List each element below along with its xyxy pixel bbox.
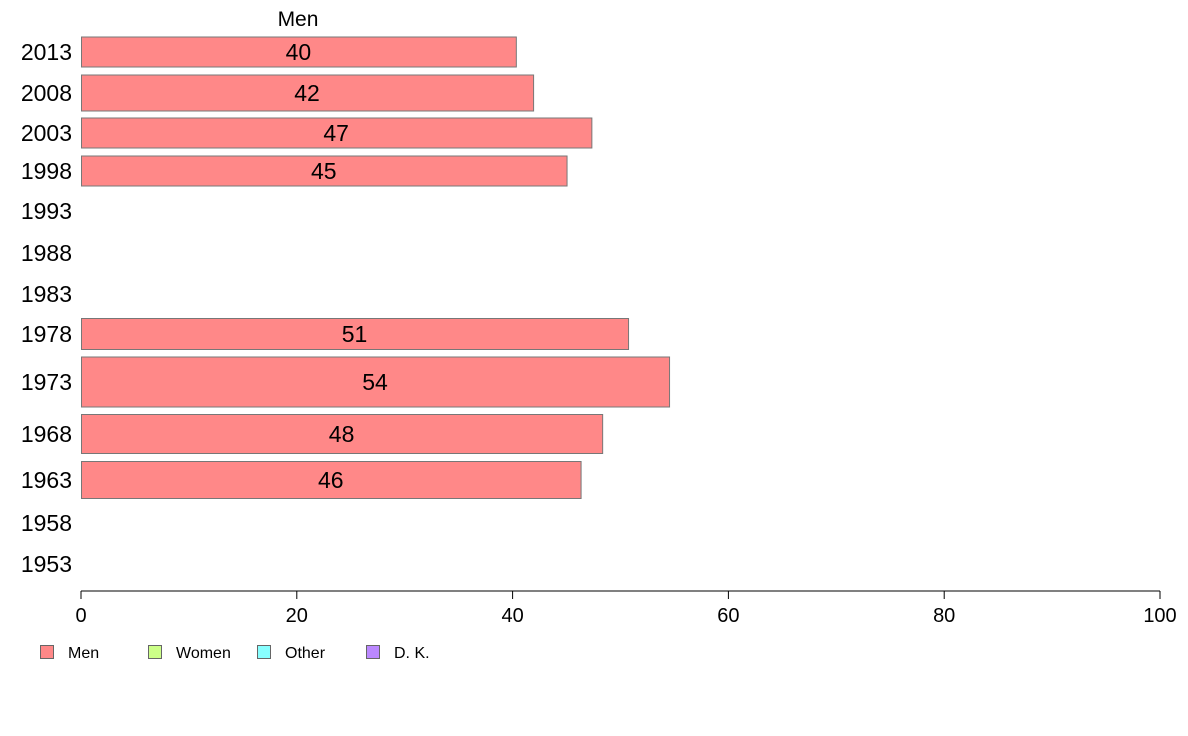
x-tick-label: 0: [75, 605, 86, 627]
x-tick-label: 20: [286, 605, 308, 627]
bar: [81, 414, 604, 454]
bars-layer: 2013 40 2008 42 2003 47 1998 45 1993 1988 1983 1978…: [21, 36, 671, 577]
legend-swatch-dk: [366, 644, 380, 659]
y-tick-label: 1993: [21, 198, 72, 224]
x-tick-label: 100: [1143, 605, 1176, 627]
legend-item-other: Other: [257, 644, 326, 663]
bar-value-label: 40: [286, 39, 312, 65]
y-tick-label: 1978: [21, 321, 72, 347]
bar-value-label: 45: [311, 158, 337, 184]
y-tick-label: 1973: [21, 369, 72, 395]
y-tick-label: 1963: [21, 467, 72, 493]
chart-title: Men: [278, 8, 319, 31]
bar: [81, 318, 630, 350]
x-tick-label: 60: [717, 605, 739, 627]
bar: [81, 461, 582, 499]
bar-value-label: 46: [318, 467, 344, 493]
y-tick-label: 1968: [21, 421, 72, 447]
legend-label-dk: D. K.: [394, 645, 430, 662]
bar: [81, 74, 535, 112]
bar-value-label: 48: [329, 421, 355, 447]
bar-value-label: 47: [323, 120, 349, 146]
y-tick-label: 1953: [21, 551, 72, 577]
y-tick-label: 2003: [21, 120, 72, 146]
y-tick-label: 2008: [21, 80, 72, 106]
bar: [81, 356, 671, 408]
legend-item-dk: D. K.: [366, 644, 430, 663]
legend-label-men: Men: [68, 645, 100, 662]
y-tick-label: 1988: [21, 240, 72, 266]
y-tick-label: 1958: [21, 510, 72, 536]
legend-swatch-other: [257, 644, 271, 659]
legend-swatch-men: [40, 644, 54, 659]
y-tick-label: 1998: [21, 158, 72, 184]
bar-chart: Men 2013 40 2008 42 2003 47 1998 45 1993 1988 1983…: [21, 8, 1177, 627]
y-tick-label: 2013: [21, 39, 72, 65]
legend-item-women: Women: [148, 644, 231, 663]
bar: [81, 155, 568, 187]
bar-value-label: 42: [294, 80, 320, 106]
legend-swatch-women: [148, 644, 162, 659]
x-axis: 0 20 40 60 80 100: [75, 590, 1177, 627]
bar-value-label: 54: [362, 369, 388, 395]
x-tick-label: 80: [933, 605, 955, 627]
x-tick-label: 40: [501, 605, 523, 627]
legend-label-women: Women: [176, 645, 231, 662]
bar: [81, 117, 593, 149]
bar-value-label: 51: [342, 321, 368, 347]
legend-label-other: Other: [285, 645, 326, 662]
legend-item-men: Men: [40, 644, 100, 663]
bar: [81, 36, 517, 68]
y-tick-label: 1983: [21, 281, 72, 307]
